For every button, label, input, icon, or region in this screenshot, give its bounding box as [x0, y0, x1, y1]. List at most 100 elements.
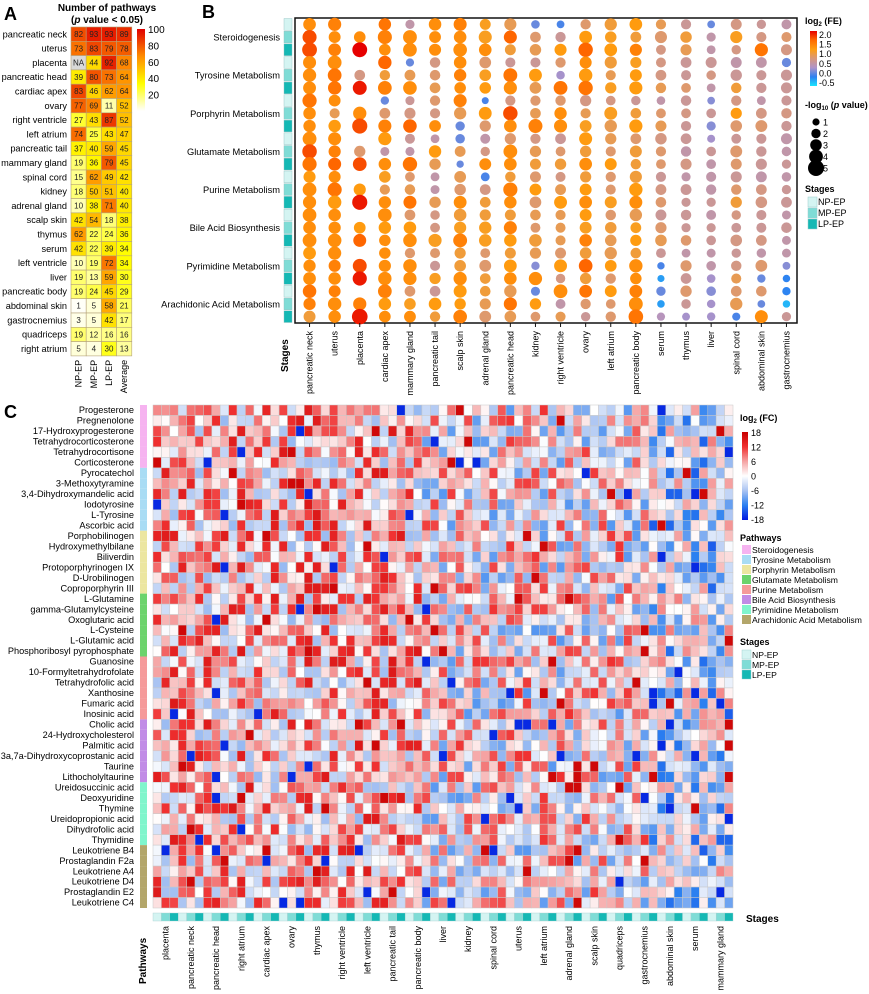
- stage-bar-cell: [295, 912, 305, 922]
- heatmap-cell: [253, 792, 263, 804]
- heatmap-cell: [278, 551, 288, 563]
- heatmap-cell: [396, 530, 406, 542]
- heatmap-cell: [312, 802, 322, 814]
- heatmap-cell: [295, 687, 305, 699]
- column-label: LP-EP: [104, 360, 114, 386]
- bubble-point: [730, 234, 743, 247]
- heatmap-cell: [346, 698, 355, 710]
- heatmap-cell: [615, 446, 624, 458]
- heatmap-cell: [547, 865, 557, 877]
- bubble-point: [605, 221, 617, 234]
- stage-bar-cell: [211, 912, 221, 922]
- heatmap-cell: [589, 614, 599, 626]
- heatmap-cell: [152, 509, 162, 521]
- heatmap-cell: [665, 750, 675, 762]
- heatmap-cell: [446, 603, 456, 615]
- heatmap-cell: [278, 698, 288, 710]
- heatmap-cell: [245, 792, 255, 804]
- heatmap-cell: [337, 698, 347, 710]
- heatmap-cell: [556, 603, 566, 615]
- heatmap-cell: [186, 582, 196, 594]
- heatmap-cell: [219, 656, 229, 668]
- heatmap-cell: [556, 457, 566, 469]
- heatmap-cell: [253, 446, 263, 458]
- heatmap-cell: [354, 886, 364, 898]
- heatmap-cell: [648, 561, 658, 573]
- heatmap-cell: [640, 729, 650, 741]
- heatmap-cell: [472, 582, 482, 594]
- heatmap-cell: [522, 823, 532, 835]
- bubble-point: [405, 96, 415, 106]
- bubble-point: [479, 209, 491, 221]
- heatmap-cell: [287, 666, 297, 678]
- heatmap-cell: [707, 823, 717, 835]
- heatmap-cell: [497, 802, 507, 814]
- heatmap-cell: [203, 813, 213, 825]
- heatmap-cell: [396, 761, 406, 773]
- heatmap-cell: [194, 656, 204, 668]
- heatmap-cell: [472, 687, 482, 699]
- heatmap-cell: [396, 802, 406, 814]
- bubble-point: [352, 157, 367, 172]
- heatmap-cell: [631, 488, 641, 500]
- heatmap-cell: [312, 750, 322, 762]
- heatmap-cell: [253, 582, 263, 594]
- heatmap-cell: [430, 656, 440, 668]
- heatmap-cell: [177, 886, 187, 898]
- heatmap-cell: [354, 844, 364, 856]
- heatmap-cell: [287, 499, 297, 511]
- bubble-point: [429, 69, 441, 81]
- heatmap-cell: [690, 478, 700, 490]
- heatmap-cell: [413, 666, 423, 678]
- stage-legend-label: MP-EP: [818, 208, 847, 218]
- heatmap-cell: [699, 614, 709, 626]
- heatmap-cell: [228, 813, 238, 825]
- heatmap-cell: [480, 761, 490, 773]
- heatmap-cell: [488, 509, 498, 521]
- heatmap-cell: [665, 844, 675, 856]
- heatmap-cell: [304, 687, 313, 699]
- heatmap-cell: [514, 876, 524, 888]
- heatmap-cell: [623, 897, 633, 909]
- stage-bar-cell: [362, 912, 372, 922]
- heatmap-cell: [615, 792, 624, 804]
- bubble-point: [430, 172, 440, 182]
- stage-bar-cell: [699, 912, 708, 922]
- heatmap-cell: [413, 886, 423, 898]
- heatmap-cell: [573, 792, 582, 804]
- heatmap-cell: [161, 802, 171, 814]
- bubble-point: [403, 221, 417, 234]
- bubble-point: [479, 285, 491, 297]
- heatmap-cell: [488, 855, 498, 867]
- bubble-point: [757, 300, 766, 308]
- heatmap-cell: [539, 540, 549, 552]
- heatmap-cell: [304, 593, 313, 605]
- heatmap-cell: [564, 656, 574, 668]
- cell-value-label: 68: [120, 59, 129, 68]
- heatmap-cell: [589, 865, 599, 877]
- heatmap-cell: [673, 446, 683, 458]
- heatmap-cell: [421, 761, 431, 773]
- heatmap-cell: [673, 719, 683, 731]
- heatmap-cell: [337, 876, 347, 888]
- cell-value-label: 77: [74, 102, 83, 111]
- heatmap-cell: [657, 792, 667, 804]
- heatmap-cell: [657, 436, 667, 448]
- heatmap-cell: [404, 603, 414, 615]
- heatmap-cell: [371, 572, 381, 584]
- heatmap-cell: [421, 551, 431, 563]
- heatmap-cell: [488, 415, 498, 427]
- heatmap-cell: [631, 729, 641, 741]
- heatmap-cell: [581, 782, 591, 793]
- pathway-bar-cell: [140, 604, 147, 615]
- heatmap-cell: [194, 499, 204, 511]
- heatmap-cell: [615, 415, 624, 427]
- heatmap-cell: [262, 415, 271, 427]
- heatmap-cell: [631, 499, 641, 511]
- bubble-point: [756, 285, 767, 297]
- heatmap-cell: [715, 509, 725, 521]
- heatmap-cell: [581, 729, 591, 741]
- heatmap-cell: [421, 855, 431, 867]
- bubble-point: [657, 262, 665, 270]
- heatmap-cell: [379, 813, 389, 825]
